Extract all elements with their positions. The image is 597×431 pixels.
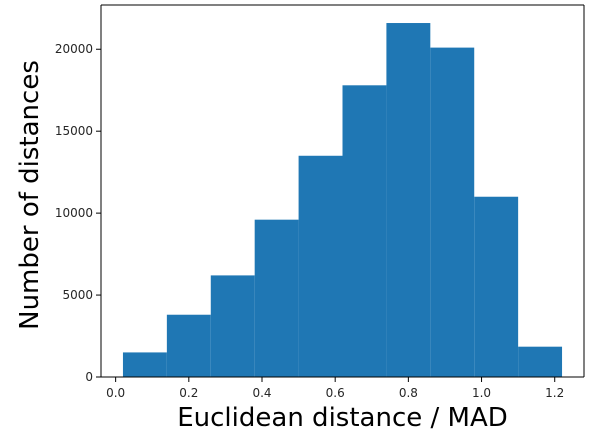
histogram-bar-3: [210, 275, 255, 377]
x-tick-label: 0.4: [252, 386, 271, 400]
y-tick-label: 15000: [55, 124, 93, 138]
histogram-bar-4: [254, 219, 299, 377]
x-tick-label: 0.6: [326, 386, 345, 400]
y-tick-label: 5000: [62, 288, 93, 302]
y-tick-label: 0: [85, 370, 93, 384]
histogram-bar-9: [474, 196, 519, 377]
x-tick-label: 0.0: [106, 386, 125, 400]
x-axis-label: Euclidean distance / MAD: [177, 403, 508, 431]
x-tick-label: 0.8: [399, 386, 418, 400]
y-tick-label: 20000: [55, 42, 93, 56]
histogram-bar-2: [166, 314, 211, 377]
histogram-bar-10: [518, 346, 563, 377]
histogram-bar-1: [122, 352, 167, 377]
y-tick-label: 10000: [55, 206, 93, 220]
histogram-bar-5: [298, 155, 343, 377]
y-ticks-group: 0 5000 10000 15000 20000: [55, 42, 101, 384]
x-tick-label: 1.2: [545, 386, 564, 400]
axes-group: [100, 4, 585, 378]
histogram-bar-7: [386, 23, 431, 378]
histogram-bar-8: [430, 47, 475, 377]
histogram-bar-6: [342, 85, 387, 377]
x-tick-label: 1.0: [472, 386, 491, 400]
x-tick-label: 0.2: [179, 386, 198, 400]
x-ticks-group: 0.0 0.2 0.4 0.6 0.8 1.0 1.2: [106, 377, 564, 400]
y-axis-label: Number of distances: [15, 60, 45, 330]
bars-group: [122, 23, 563, 378]
